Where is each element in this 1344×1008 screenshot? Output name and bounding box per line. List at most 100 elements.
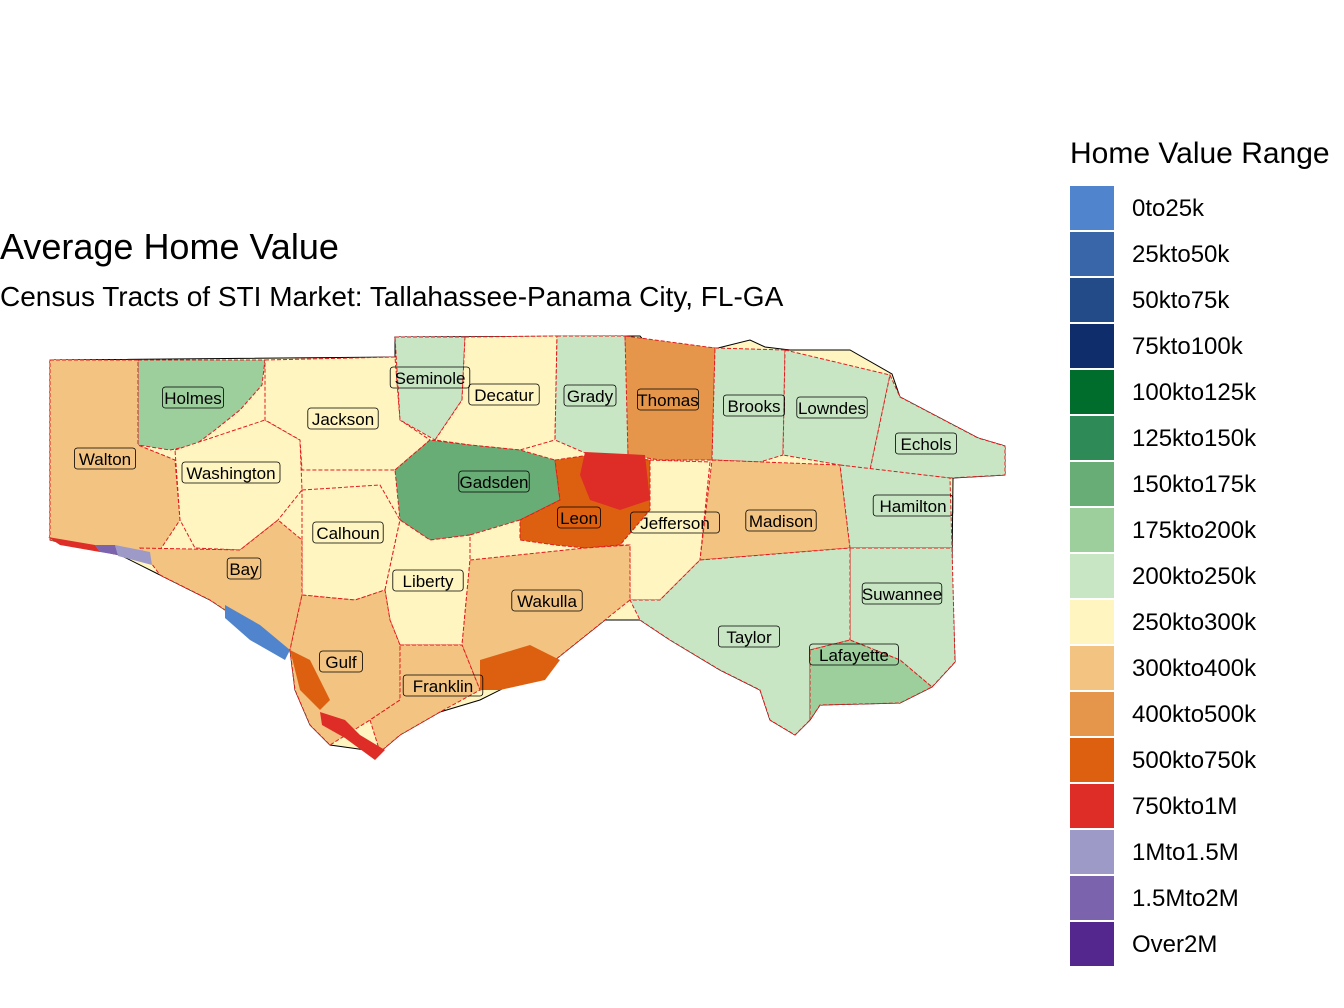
legend-label: 400kto500k [1132, 701, 1257, 728]
county-label-box [895, 432, 958, 455]
county-jackson [264, 356, 431, 471]
county-brooks [711, 347, 786, 463]
county-liberty [384, 519, 471, 646]
county-label-box [745, 509, 817, 532]
county-label-box [307, 407, 379, 430]
legend-label: 300kto400k [1132, 655, 1257, 682]
legend-label: 200kto250k [1132, 563, 1257, 590]
tract-highlight [320, 712, 385, 760]
county-label: Leon [560, 509, 598, 528]
legend-label: 175kto200k [1132, 517, 1257, 544]
legend-item: 125kto150k [1070, 416, 1340, 462]
county-label-box [181, 461, 281, 484]
county-label: Decatur [474, 386, 534, 405]
legend-item: 1.5Mto2M [1070, 876, 1340, 922]
county-label-box [809, 643, 899, 666]
legend-swatch [1070, 554, 1114, 598]
county-label-box [458, 470, 530, 493]
legend-swatch [1070, 416, 1114, 460]
county-label-box [718, 625, 781, 648]
county-label-box [723, 394, 786, 417]
county-label-box [563, 384, 617, 407]
legend-swatch [1070, 646, 1114, 690]
legend-swatch [1070, 508, 1114, 552]
legend-item: 25kto50k [1070, 232, 1340, 278]
legend-item: 1Mto1.5M [1070, 830, 1340, 876]
legend-swatch [1070, 784, 1114, 828]
county-label: Madison [749, 512, 813, 531]
map-subtitle: Census Tracts of STI Market: Tallahassee… [0, 281, 784, 312]
county-label: Calhoun [316, 524, 379, 543]
county-jefferson [618, 459, 711, 601]
county-label-box [74, 447, 137, 470]
county-label: Thomas [637, 391, 698, 410]
tract-highlight [48, 537, 100, 552]
legend-item: 150kto175k [1070, 462, 1340, 508]
legend-item: 400kto500k [1070, 692, 1340, 738]
county-label-box [637, 388, 700, 411]
county-holmes [137, 359, 266, 451]
county-label: Echols [900, 435, 951, 454]
county-label: Holmes [164, 389, 222, 408]
legend-label: 250kto300k [1132, 609, 1257, 636]
choropleth-map: Holmes Walton Washington Jackson Seminole Dec… [48, 335, 1006, 760]
legend-label: 50kto75k [1132, 287, 1230, 314]
county-label: Taylor [726, 628, 772, 647]
legend-item: 75kto100k [1070, 324, 1340, 370]
county-label: Franklin [413, 677, 473, 696]
county-label-box [226, 557, 262, 580]
legend-label: 150kto175k [1132, 471, 1257, 498]
county-label: Bay [229, 560, 259, 579]
map-title: Average Home Value [0, 226, 339, 267]
county-label-box [861, 582, 943, 605]
legend-item: 750kto1M [1070, 784, 1340, 830]
county-label-box [557, 506, 601, 529]
legend-swatch [1070, 876, 1114, 920]
county-label: Gulf [325, 653, 356, 672]
county-label: Seminole [395, 369, 466, 388]
legend-swatch [1070, 324, 1114, 368]
legend-swatch [1070, 738, 1114, 782]
county-label: Wakulla [517, 592, 577, 611]
legend-label: 750kto1M [1132, 793, 1238, 820]
county-label: Suwannee [862, 585, 942, 604]
legend-label: 1.5Mto2M [1132, 885, 1239, 912]
legend-swatch [1070, 462, 1114, 506]
legend-swatch [1070, 922, 1114, 966]
legend-swatch [1070, 186, 1114, 230]
county-label-box [389, 366, 471, 389]
county-label-box [402, 674, 484, 697]
county-label: Gadsden [460, 473, 529, 492]
tract-highlight [580, 452, 650, 510]
legend-title: Home Value Range [1070, 137, 1330, 170]
tract-highlight [95, 545, 118, 555]
legend-item: 500kto750k [1070, 738, 1340, 784]
county-label: Lowndes [798, 399, 866, 418]
county-label: Walton [79, 450, 131, 469]
county-thomas [624, 335, 716, 461]
legend-label: 500kto750k [1132, 747, 1257, 774]
legend-item: Over2M [1070, 922, 1340, 968]
legend-label: 125kto150k [1132, 425, 1257, 452]
legend-label: 100kto125k [1132, 379, 1257, 406]
legend-label: 25kto50k [1132, 241, 1230, 268]
county-label: Liberty [402, 572, 454, 591]
county-label-box [872, 494, 954, 517]
county-calhoun [301, 484, 401, 601]
legend-item: 300kto400k [1070, 646, 1340, 692]
tract-highlight [480, 645, 560, 690]
legend-label: 75kto100k [1132, 333, 1243, 360]
county-lowndes [782, 349, 891, 471]
county-label-box [468, 383, 540, 406]
county-franklin [369, 644, 481, 753]
county-label-box [796, 396, 868, 419]
county-label-box [161, 386, 224, 409]
county-label-box [630, 511, 720, 534]
tract-highlight [115, 545, 152, 565]
legend-label: Over2M [1132, 931, 1218, 958]
legend-swatch [1070, 692, 1114, 736]
legend-swatch [1070, 370, 1114, 414]
county-label-box [319, 650, 363, 673]
county-label-box [511, 589, 583, 612]
county-label-box [392, 569, 464, 592]
